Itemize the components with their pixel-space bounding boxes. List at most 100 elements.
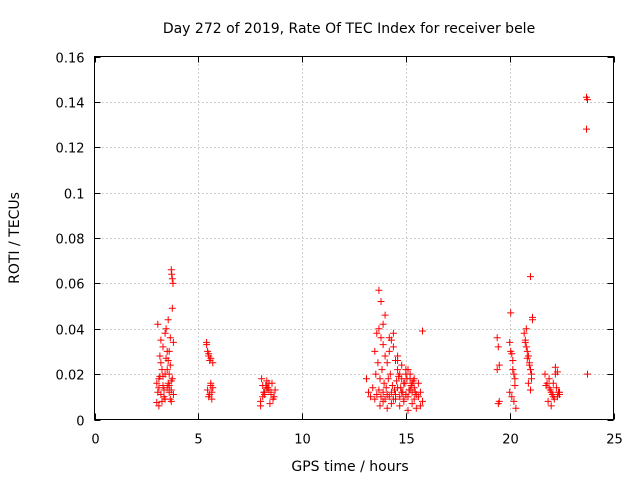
data-point xyxy=(161,329,169,337)
data-point xyxy=(161,395,169,403)
data-point xyxy=(367,393,375,401)
data-point xyxy=(414,379,422,387)
data-point xyxy=(372,370,380,378)
data-point xyxy=(495,361,503,369)
data-point xyxy=(385,393,393,401)
data-point xyxy=(400,397,408,405)
data-point xyxy=(529,316,536,324)
data-point xyxy=(157,359,165,367)
data-point xyxy=(156,352,164,360)
data-point xyxy=(396,402,404,410)
data-point xyxy=(381,311,389,319)
data-point xyxy=(165,370,173,378)
data-point xyxy=(548,391,556,398)
data-point xyxy=(527,386,534,394)
data-point xyxy=(524,379,532,387)
y-tick-label: 0.08 xyxy=(56,233,85,248)
data-point xyxy=(387,400,395,408)
data-point xyxy=(411,388,419,396)
data-point xyxy=(398,361,406,369)
data-point xyxy=(269,395,277,403)
data-point xyxy=(493,366,501,374)
data-point xyxy=(159,382,167,389)
data-point xyxy=(509,366,517,374)
y-tick-label: 0.16 xyxy=(56,52,85,67)
data-point xyxy=(373,391,381,398)
data-point xyxy=(209,384,217,392)
data-point xyxy=(397,384,405,392)
data-point xyxy=(391,386,398,394)
data-point xyxy=(506,388,514,396)
data-point xyxy=(385,347,393,355)
data-point xyxy=(521,338,529,346)
data-point xyxy=(546,386,554,394)
data-point xyxy=(166,361,174,369)
data-point xyxy=(379,388,387,396)
data-point xyxy=(410,395,418,403)
data-point xyxy=(394,366,402,374)
data-point xyxy=(157,391,165,398)
x-tick-label: 20 xyxy=(502,433,519,448)
data-point xyxy=(383,404,391,412)
data-point xyxy=(382,384,390,392)
y-tick-label: 0.02 xyxy=(56,369,85,384)
data-point xyxy=(379,397,387,405)
data-point xyxy=(408,400,416,408)
data-point xyxy=(508,350,516,358)
data-point xyxy=(165,382,173,389)
data-point xyxy=(406,370,414,378)
data-point xyxy=(542,382,550,389)
data-point xyxy=(166,334,174,342)
data-point xyxy=(511,375,519,383)
data-point xyxy=(416,402,424,410)
data-point xyxy=(266,400,274,408)
data-point xyxy=(154,320,162,328)
data-point xyxy=(511,382,519,389)
data-point xyxy=(404,406,412,414)
data-point xyxy=(169,391,177,398)
data-point xyxy=(528,370,535,378)
data-point xyxy=(157,336,165,344)
data-point xyxy=(168,275,176,283)
data-point xyxy=(259,382,267,389)
data-points xyxy=(153,93,591,414)
data-point xyxy=(371,395,379,403)
data-point xyxy=(510,397,518,405)
data-point xyxy=(405,386,413,394)
data-point xyxy=(522,343,530,351)
y-tick-label: 0.1 xyxy=(64,188,85,203)
data-point xyxy=(509,357,517,364)
data-point xyxy=(159,343,167,351)
data-point xyxy=(169,338,177,346)
data-point xyxy=(389,329,397,337)
data-point xyxy=(365,388,372,396)
data-point xyxy=(419,397,426,405)
data-point xyxy=(167,377,175,385)
data-point xyxy=(494,400,502,408)
x-axis-label: GPS time / hours xyxy=(291,459,408,475)
data-point xyxy=(203,341,211,349)
data-point xyxy=(271,386,279,394)
data-point xyxy=(384,375,392,383)
data-point xyxy=(376,402,384,410)
data-point xyxy=(167,386,175,394)
data-point xyxy=(493,334,501,342)
data-point xyxy=(584,96,591,104)
data-point xyxy=(159,372,167,380)
data-point xyxy=(257,402,265,410)
data-point xyxy=(523,347,531,355)
data-point xyxy=(395,372,403,380)
y-axis-label: ROTI / TECUs xyxy=(7,192,23,284)
y-tick-label: 0.04 xyxy=(56,324,85,339)
data-point xyxy=(160,386,168,394)
data-point xyxy=(404,393,412,401)
data-point xyxy=(552,384,560,392)
data-point xyxy=(165,347,173,355)
data-point xyxy=(549,379,557,387)
data-point xyxy=(379,341,387,349)
data-point xyxy=(258,375,266,383)
data-point xyxy=(207,354,215,362)
data-point xyxy=(506,338,514,346)
data-point xyxy=(164,357,172,364)
x-tick-label: 5 xyxy=(194,433,202,448)
